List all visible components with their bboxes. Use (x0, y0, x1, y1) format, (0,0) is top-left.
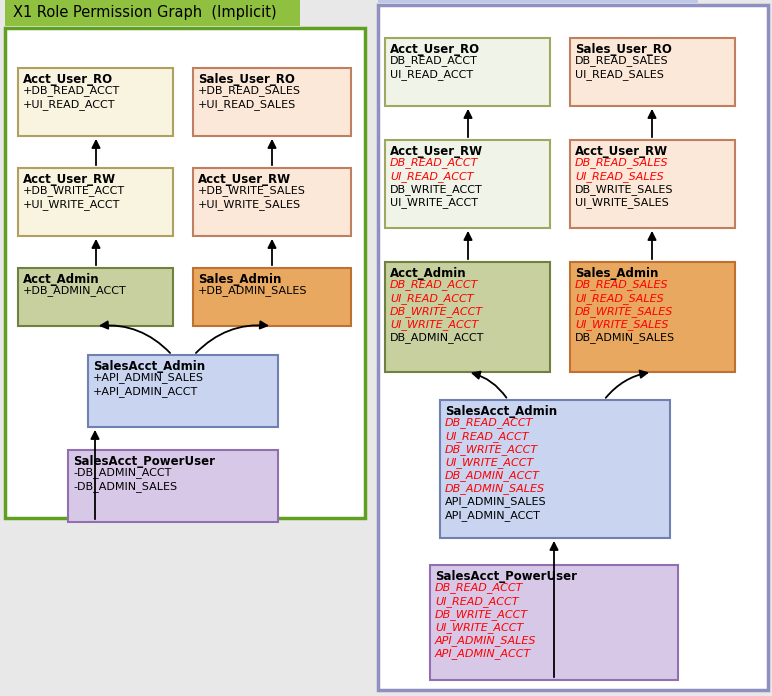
Text: UI_WRITE_SALES: UI_WRITE_SALES (575, 319, 669, 330)
Text: Acct_User_RW: Acct_User_RW (390, 145, 483, 158)
Text: +DB_WRITE_ACCT: +DB_WRITE_ACCT (23, 186, 125, 196)
FancyBboxPatch shape (378, 0, 698, 3)
Text: SalesAcct_Admin: SalesAcct_Admin (93, 360, 205, 373)
Text: Sales_User_RO: Sales_User_RO (198, 73, 295, 86)
FancyBboxPatch shape (570, 262, 735, 372)
Text: Acct_Admin: Acct_Admin (390, 267, 466, 280)
Text: SalesAcct_Admin: SalesAcct_Admin (445, 405, 557, 418)
Text: UI_READ_SALES: UI_READ_SALES (575, 293, 664, 303)
FancyBboxPatch shape (440, 400, 670, 538)
Text: API_ADMIN_ACCT: API_ADMIN_ACCT (435, 649, 531, 659)
FancyBboxPatch shape (385, 140, 550, 228)
FancyBboxPatch shape (430, 565, 678, 680)
Text: Sales_Admin: Sales_Admin (575, 267, 659, 280)
FancyBboxPatch shape (88, 355, 278, 427)
Text: Acct_User_RW: Acct_User_RW (198, 173, 291, 186)
FancyBboxPatch shape (18, 68, 173, 136)
Text: API_ADMIN_SALES: API_ADMIN_SALES (435, 635, 537, 646)
Text: Acct_User_RO: Acct_User_RO (23, 73, 113, 86)
Text: DB_ADMIN_SALES: DB_ADMIN_SALES (445, 484, 545, 494)
Text: SalesAcct_PowerUser: SalesAcct_PowerUser (435, 570, 577, 583)
Text: DB_WRITE_ACCT: DB_WRITE_ACCT (390, 306, 483, 317)
Text: Sales_User_RO: Sales_User_RO (575, 43, 672, 56)
Text: API_ADMIN_ACCT: API_ADMIN_ACCT (445, 509, 541, 521)
Text: DB_READ_SALES: DB_READ_SALES (575, 157, 669, 168)
Text: DB_READ_ACCT: DB_READ_ACCT (390, 280, 479, 290)
Text: +API_ADMIN_SALES: +API_ADMIN_SALES (93, 372, 204, 383)
Text: DB_WRITE_SALES: DB_WRITE_SALES (575, 184, 673, 195)
Text: UI_WRITE_ACCT: UI_WRITE_ACCT (435, 622, 523, 633)
Text: DB_READ_SALES: DB_READ_SALES (575, 280, 669, 290)
FancyBboxPatch shape (570, 140, 735, 228)
Text: +DB_WRITE_SALES: +DB_WRITE_SALES (198, 186, 306, 196)
Text: UI_READ_SALES: UI_READ_SALES (575, 171, 664, 182)
Text: UI_WRITE_ACCT: UI_WRITE_ACCT (445, 457, 533, 468)
Text: DB_READ_ACCT: DB_READ_ACCT (390, 56, 478, 66)
FancyBboxPatch shape (378, 5, 768, 690)
Text: DB_WRITE_SALES: DB_WRITE_SALES (575, 306, 673, 317)
Text: UI_READ_SALES: UI_READ_SALES (575, 69, 664, 79)
Text: -DB_ADMIN_ACCT: -DB_ADMIN_ACCT (73, 468, 171, 478)
FancyBboxPatch shape (570, 38, 735, 106)
Text: UI_READ_ACCT: UI_READ_ACCT (445, 431, 529, 441)
Text: SalesAcct_PowerUser: SalesAcct_PowerUser (73, 455, 215, 468)
FancyBboxPatch shape (193, 268, 351, 326)
Text: -DB_ADMIN_SALES: -DB_ADMIN_SALES (73, 481, 177, 491)
Text: +DB_ADMIN_SALES: +DB_ADMIN_SALES (198, 285, 307, 296)
Text: DB_READ_SALES: DB_READ_SALES (575, 56, 669, 66)
Text: DB_ADMIN_ACCT: DB_ADMIN_ACCT (445, 470, 540, 481)
Text: Acct_User_RO: Acct_User_RO (390, 43, 480, 56)
Text: Acct_User_RW: Acct_User_RW (23, 173, 116, 186)
FancyBboxPatch shape (18, 268, 173, 326)
FancyBboxPatch shape (5, 28, 365, 518)
Text: +DB_READ_SALES: +DB_READ_SALES (198, 86, 301, 97)
FancyBboxPatch shape (385, 38, 550, 106)
Text: DB_READ_ACCT: DB_READ_ACCT (390, 157, 479, 168)
Text: +DB_ADMIN_ACCT: +DB_ADMIN_ACCT (23, 285, 127, 296)
FancyBboxPatch shape (193, 68, 351, 136)
Text: +UI_WRITE_SALES: +UI_WRITE_SALES (198, 198, 301, 209)
Text: +UI_READ_SALES: +UI_READ_SALES (198, 99, 296, 109)
Text: DB_READ_ACCT: DB_READ_ACCT (435, 583, 523, 594)
Text: +UI_WRITE_ACCT: +UI_WRITE_ACCT (23, 198, 120, 209)
Text: UI_READ_ACCT: UI_READ_ACCT (435, 596, 519, 607)
Text: Sales_Admin: Sales_Admin (198, 273, 281, 286)
Text: UI_READ_ACCT: UI_READ_ACCT (390, 293, 473, 303)
Text: API_ADMIN_SALES: API_ADMIN_SALES (445, 496, 547, 507)
Text: +DB_READ_ACCT: +DB_READ_ACCT (23, 86, 120, 97)
Text: DB_ADMIN_SALES: DB_ADMIN_SALES (575, 332, 676, 343)
FancyBboxPatch shape (68, 450, 278, 522)
FancyBboxPatch shape (5, 0, 300, 26)
Text: X1 Role Permission Graph  (Implicit): X1 Role Permission Graph (Implicit) (13, 6, 276, 20)
Text: UI_WRITE_ACCT: UI_WRITE_ACCT (390, 319, 478, 330)
Text: UI_READ_ACCT: UI_READ_ACCT (390, 69, 473, 79)
Text: UI_WRITE_SALES: UI_WRITE_SALES (575, 197, 669, 208)
Text: UI_WRITE_ACCT: UI_WRITE_ACCT (390, 197, 478, 208)
Text: Acct_Admin: Acct_Admin (23, 273, 100, 286)
FancyBboxPatch shape (193, 168, 351, 236)
Text: Acct_User_RW: Acct_User_RW (575, 145, 668, 158)
Text: DB_WRITE_ACCT: DB_WRITE_ACCT (445, 444, 538, 454)
Text: DB_WRITE_ACCT: DB_WRITE_ACCT (390, 184, 482, 195)
Text: DB_WRITE_ACCT: DB_WRITE_ACCT (435, 609, 528, 619)
Text: +UI_READ_ACCT: +UI_READ_ACCT (23, 99, 116, 109)
FancyBboxPatch shape (385, 262, 550, 372)
Text: +API_ADMIN_ACCT: +API_ADMIN_ACCT (93, 386, 198, 397)
Text: DB_ADMIN_ACCT: DB_ADMIN_ACCT (390, 332, 484, 343)
Text: UI_READ_ACCT: UI_READ_ACCT (390, 171, 473, 182)
FancyBboxPatch shape (18, 168, 173, 236)
Text: DB_READ_ACCT: DB_READ_ACCT (445, 418, 533, 429)
